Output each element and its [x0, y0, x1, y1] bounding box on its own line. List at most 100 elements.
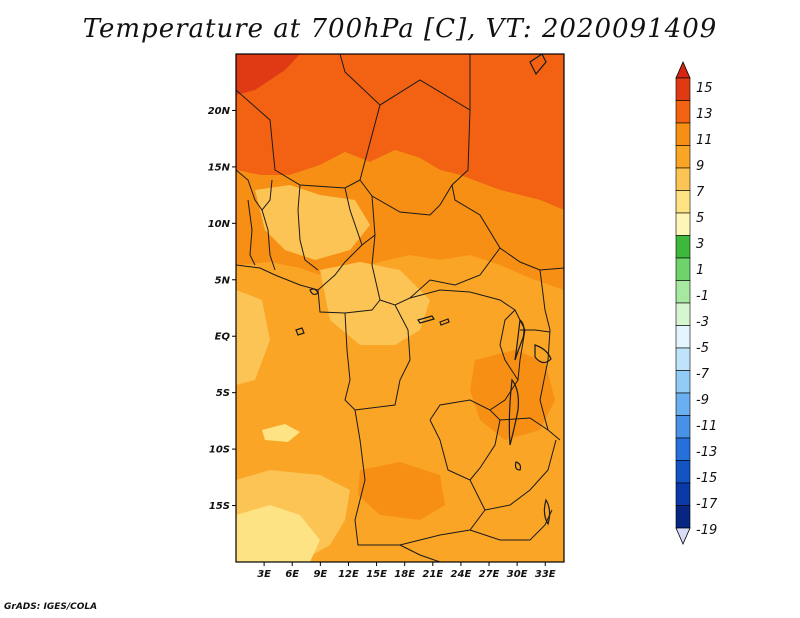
field-patch-east [470, 350, 555, 440]
colorbar-box [675, 302, 691, 326]
lake-outline-6 [439, 318, 450, 326]
colorbar-label: 11 [696, 133, 713, 148]
lat-tick-label: EQ [215, 332, 231, 343]
border-line-21 [297, 184, 319, 271]
border-line-17 [499, 309, 519, 381]
colorbar-box [675, 235, 691, 259]
border-line-19 [247, 199, 256, 266]
colorbar-box [675, 347, 691, 371]
border-line-7 [344, 304, 411, 411]
lat-tick-label: 15N [208, 162, 231, 173]
lon-tick-label: 30E [507, 569, 528, 580]
colorbar-label: -7 [696, 367, 710, 382]
lake-outline-8 [309, 288, 319, 296]
border-line-9 [354, 409, 486, 546]
latitude-axis: 20N 15N 10N 5N EQ 5S 10S 15S [208, 106, 236, 512]
lake-outline-2 [534, 344, 552, 364]
colorbar-label: -3 [696, 315, 709, 330]
lon-tick-label: 6E [285, 569, 299, 580]
plot-frame [235, 53, 565, 563]
colorbar-box [675, 167, 691, 191]
lat-tick-label: 20N [208, 106, 231, 117]
colorbar-label: 5 [696, 211, 704, 226]
lat-tick-label: 5N [215, 275, 231, 286]
colorbar-label: -5 [696, 341, 709, 356]
field-patch-center [320, 262, 430, 345]
lake-outline-5 [417, 315, 435, 324]
colorbar-label: -17 [696, 497, 718, 512]
colorbar-label: 9 [696, 159, 704, 174]
map-title: Temperature at 700hPa [C], VT: 202009140… [82, 14, 718, 44]
colorbar-box [675, 392, 691, 416]
longitude-axis: 3E 6E 9E 12E 15E 18E 21E 24E 27E 30E 33E [257, 562, 556, 580]
colorbar-box [675, 505, 691, 529]
lat-tick-label: 15S [209, 501, 230, 512]
colorbar-label: -13 [696, 445, 717, 460]
colorbar-label: 3 [696, 237, 704, 252]
field-patch-coast [236, 505, 320, 562]
lon-tick-label: 33E [535, 569, 556, 580]
colorbar-bottom-arrow [675, 527, 691, 545]
colorbar-label: 7 [696, 185, 705, 200]
field-patch-gulf [236, 290, 270, 385]
lake-outline-4 [295, 327, 305, 336]
field-patch-north [255, 185, 370, 260]
lake-outline-1 [508, 378, 519, 446]
lat-tick-label: 10S [209, 445, 230, 456]
lake-outline-7 [514, 461, 522, 471]
border-line-11 [499, 417, 561, 441]
colorbar-box [675, 100, 691, 124]
border-line-13 [399, 544, 441, 562]
colorbar-label: -11 [696, 419, 717, 434]
temperature-field [236, 54, 564, 562]
lon-tick-label: 3E [257, 569, 271, 580]
field-band-13-15 [236, 54, 564, 210]
lake-outline-9 [529, 54, 547, 76]
border-line-12 [484, 439, 557, 511]
colorbar-box [675, 415, 691, 439]
colorbar-label: 13 [696, 107, 713, 122]
border-line-22 [344, 187, 363, 246]
colorbar-box [675, 145, 691, 169]
lat-tick-label: 5S [216, 388, 230, 399]
colorbar-box [675, 460, 691, 484]
colorbar-box [675, 212, 691, 236]
colorbar-box [675, 325, 691, 349]
field-patch-zambia [358, 462, 445, 520]
border-line-0 [236, 54, 381, 189]
border-line-2 [359, 109, 471, 216]
field-peak-15 [236, 54, 300, 95]
lon-tick-label: 15E [366, 569, 387, 580]
field-patch-angola [262, 424, 300, 442]
colorbar-label: -19 [696, 523, 717, 538]
border-line-10 [429, 399, 501, 481]
lon-tick-label: 12E [338, 569, 359, 580]
border-line-18 [236, 169, 273, 211]
colorbar-label: -1 [696, 289, 709, 304]
colorbar-box [675, 77, 691, 101]
colorbar-box [675, 370, 691, 394]
border-line-1 [379, 54, 471, 111]
lat-tick-label: 10N [208, 219, 231, 230]
border-line-20 [261, 209, 276, 271]
colorbar-label: -9 [696, 393, 709, 408]
lake-outline-0 [514, 318, 525, 361]
colorbar-box [675, 257, 691, 281]
lake-outline-3 [543, 498, 551, 526]
lon-tick-label: 9E [313, 569, 327, 580]
credit-text: GrADS: IGES/COLA [4, 602, 98, 612]
colorbar-box [675, 122, 691, 146]
lon-tick-label: 21E [422, 569, 443, 580]
colorbar-label: 1 [696, 263, 704, 278]
colorbar-label: -15 [696, 471, 717, 486]
colorbar-box [675, 280, 691, 304]
colorbar-box [675, 482, 691, 506]
border-line-4 [371, 195, 501, 306]
lon-tick-label: 24E [451, 569, 472, 580]
country-borders [236, 54, 564, 562]
colorbar-label: 15 [696, 81, 713, 96]
colorbar-box [675, 437, 691, 461]
lon-tick-label: 27E [479, 569, 500, 580]
